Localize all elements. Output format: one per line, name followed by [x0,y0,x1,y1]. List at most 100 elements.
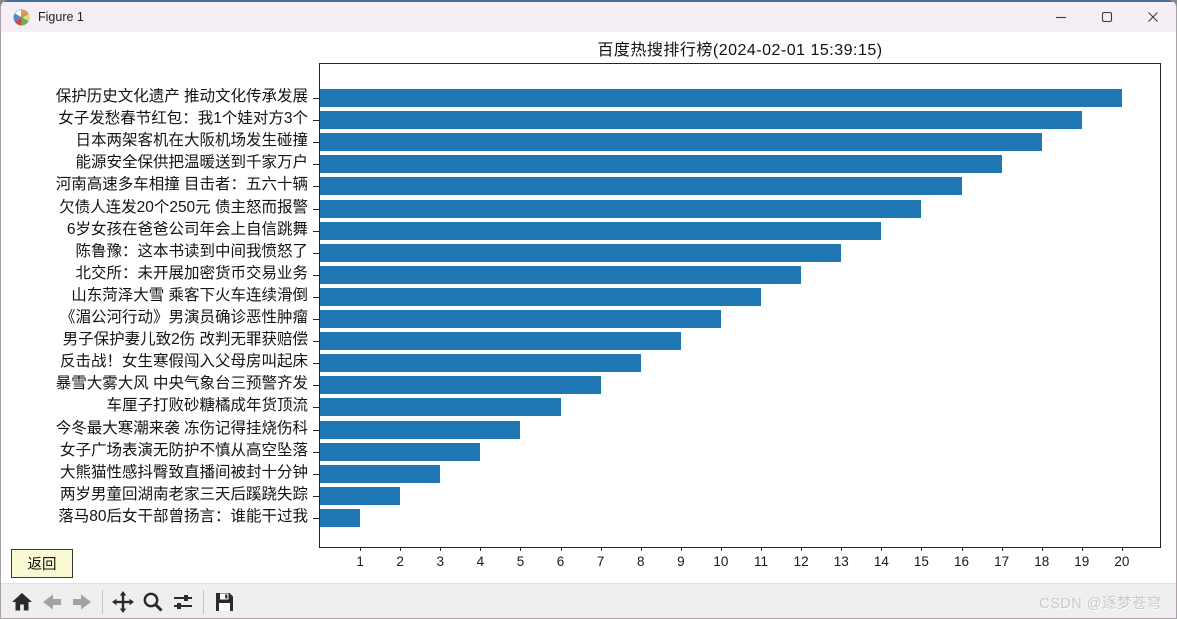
y-axis-label: 欠债人连发20个250元 债主怒而报警 [59,198,308,216]
y-axis-labels: 保护历史文化遗产 推动文化传承发展 女子发愁春节红包：我1个娃对方3个日本两架客机… [1,32,308,583]
bar [320,398,561,417]
bar [320,265,802,284]
x-axis-tick [400,547,402,551]
y-axis-tick [313,407,319,408]
y-axis-label: 陈鲁豫：这本书读到中间我愤怒了 [75,242,308,260]
csdn-watermark: CSDN @逐梦苍穹 [1039,596,1162,612]
x-axis-tick-label: 10 [713,554,729,569]
y-axis-tick [313,430,319,431]
x-axis-tick-label: 13 [833,554,849,569]
y-axis-label: 河南高速多车相撞 目击者：五六十辆 [55,176,308,194]
y-axis-tick [313,518,319,519]
save-button[interactable] [209,587,239,617]
y-axis-tick [313,120,319,121]
minimize-icon [1056,16,1066,19]
y-axis-tick [313,319,319,320]
y-axis-label: 反击战！女生寒假闯入父母房叫起床 [59,353,308,371]
y-axis-label: 暴雪大雾大风 中央气象台三预警齐发 [55,375,308,393]
y-axis-tick [313,209,319,210]
bar [320,310,721,329]
x-axis-tick-label: 1 [356,554,364,569]
back-button[interactable]: 返回 [11,549,73,578]
zoom-icon [143,592,163,612]
x-axis-tick [881,547,883,551]
x-axis-tick-label: 7 [596,554,605,569]
y-axis-label: 女子广场表演无防护不慎从高空坠落 [59,441,308,459]
bar [320,442,481,461]
x-axis-tick [841,547,843,551]
bar [320,155,1002,174]
pan-icon [112,590,134,613]
y-axis-label: 大熊猫性感抖臀致直播间被封十分钟 [59,463,308,481]
bar [320,420,521,439]
x-axis-tick-label: 20 [1114,554,1130,569]
x-axis-tick-label: 11 [754,554,769,569]
titlebar[interactable]: Figure 1 [1,2,1176,32]
maximize-button[interactable] [1084,2,1130,32]
y-axis-label: 北交所：未开展加密货币交易业务 [75,264,308,282]
x-axis-tick [1001,547,1003,551]
pan-button[interactable] [108,587,138,617]
x-axis-tick [360,547,362,551]
configure-subplots-button[interactable] [168,587,198,617]
x-axis-tick [480,547,482,551]
home-button[interactable] [7,587,37,617]
y-axis-label: 6岁女孩在爸爸公司年会上自信跳舞 [66,220,308,238]
y-axis-tick [313,496,319,497]
y-axis-label: 女子发愁春节红包：我1个娃对方3个 [58,110,308,128]
y-axis-tick [313,474,319,475]
x-axis-tick [921,547,923,551]
y-axis-label: 山东菏泽大雪 乘客下火车连续滑倒 [71,286,308,304]
close-icon [1148,12,1158,22]
y-axis-tick [313,275,319,276]
x-axis-tick-label: 3 [436,554,445,569]
x-axis-tick [640,547,642,551]
y-axis-label: 日本两架客机在大阪机场发生碰撞 [75,132,308,150]
bar [320,376,601,395]
bar [320,199,922,218]
y-axis-tick [313,231,319,232]
sliders-icon [174,594,192,609]
x-axis-tick-label: 19 [1074,554,1090,569]
minimize-button[interactable] [1038,2,1084,32]
x-axis-tick-label: 14 [873,554,889,569]
x-axis-tick [440,547,442,551]
y-axis-tick [313,385,319,386]
y-axis-tick [313,452,319,453]
x-axis-tick-label: 17 [994,554,1010,569]
zoom-button[interactable] [138,587,168,617]
matplotlib-logo-icon [13,8,30,26]
chart-title: 百度热搜排行榜(2024-02-01 15:39:15) [597,42,883,59]
x-axis-tick-label: 12 [793,554,809,569]
x-axis-tick [680,547,682,551]
x-axis-tick-label: 6 [556,554,565,569]
back-nav-button[interactable] [37,587,67,617]
x-axis-tick [600,547,602,551]
y-axis-label: 今冬最大寒潮来袭 冻伤记得挂烧伤科 [55,419,308,437]
bar [320,287,762,306]
x-axis-tick [720,547,722,551]
y-axis-label: 能源安全保供把温暖送到千家万户 [75,154,308,172]
matplotlib-toolbar: CSDN @逐梦苍穹 [1,583,1176,618]
x-axis-tick-label: 18 [1034,554,1050,569]
x-axis-tick-label: 16 [954,554,970,569]
y-axis-label: 保护历史文化遗产 推动文化传承发展 [55,88,308,105]
forward-nav-button[interactable] [67,587,97,617]
home-icon [12,592,32,610]
close-button[interactable] [1130,2,1176,32]
bar [320,111,1082,130]
x-axis-tick [1041,547,1043,551]
bar [320,243,842,262]
bar [320,89,1122,107]
y-axis-tick [313,98,319,99]
bar [320,133,1042,152]
y-axis-label: 两岁男童回湖南老家三天后蹊跷失踪 [59,485,308,503]
save-icon [216,592,233,611]
y-axis-tick [313,363,319,364]
forward-arrow-icon [73,594,91,609]
bar [320,354,641,373]
bar [320,486,401,505]
plot-area: 1 2 3 4 5 6 7 8 9 10 11 12 13 14 15 16 17 18 19 20 [313,63,1161,569]
y-axis-tick [313,341,319,342]
